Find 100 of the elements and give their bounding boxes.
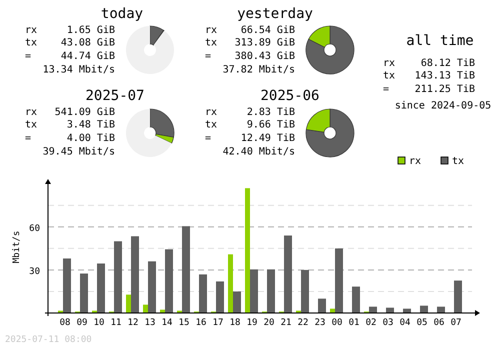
x-tick-label: 07: [450, 318, 462, 328]
text: rx: [205, 25, 218, 36]
text: =: [25, 133, 32, 144]
bar: [318, 298, 326, 313]
bar: [114, 241, 122, 313]
bar: [182, 226, 190, 313]
text: since 2024-09-05: [394, 100, 492, 112]
bar: [143, 304, 148, 313]
text: 2.83 TiB: [246, 107, 295, 118]
bar: [160, 310, 165, 313]
x-tick-label: 05: [416, 318, 428, 328]
chart-title: today: [100, 6, 144, 22]
x-tick-label: 11: [110, 318, 122, 328]
text: 9.66 TiB: [246, 120, 295, 130]
bar: [437, 306, 445, 313]
text: 4.00 TiB: [66, 133, 115, 144]
chart-title: yesterday: [237, 6, 313, 22]
donut-slice: [126, 109, 172, 157]
bar: [131, 236, 139, 313]
bar: [454, 280, 462, 313]
text: all time: [406, 33, 474, 49]
x-tick-label: 12: [128, 318, 138, 328]
bar: [126, 294, 131, 313]
text: 3.48 TiB: [66, 120, 115, 130]
text: 43.08 GiB: [60, 38, 115, 48]
bar: [233, 291, 241, 313]
bar: [284, 236, 292, 313]
text: 313.89 GiB: [234, 38, 295, 48]
bar: [216, 281, 224, 313]
bar: [352, 286, 360, 313]
x-tick-label: 13: [144, 318, 156, 328]
text: 66.54 GiB: [240, 25, 295, 36]
text: 541.09 GiB: [54, 107, 115, 118]
text: =: [25, 51, 32, 62]
x-tick-label: 14: [162, 318, 172, 328]
text: 68.12 TiB: [420, 58, 475, 69]
text: 13.34 Mbit/s: [42, 64, 115, 76]
text: 211.25 TiB: [414, 84, 475, 95]
x-tick-label: 10: [94, 318, 104, 328]
chart-title: 2025-07: [85, 88, 145, 104]
text: tx: [383, 70, 396, 82]
x-tick-label: 17: [212, 318, 224, 328]
text: 143.13 TiB: [414, 70, 475, 82]
bar: [386, 308, 394, 313]
y-axis-title: Mbit/s: [12, 230, 22, 264]
y-tick-label: 30: [29, 266, 40, 277]
text: =: [383, 84, 390, 95]
text: rx: [205, 107, 218, 118]
donut-slice: [306, 108, 354, 158]
donut-slice: [150, 26, 164, 46]
x-tick-label: 04: [400, 318, 410, 328]
legend-label: rx: [409, 156, 422, 167]
text: tx: [205, 120, 218, 130]
text: 1.65 GiB: [66, 25, 115, 36]
x-tick-label: 01: [348, 318, 360, 328]
text: 37.82 Mbit/s: [222, 64, 295, 76]
bar: [148, 261, 156, 313]
x-tick-label: 09: [76, 318, 88, 328]
text: 39.45 Mbit/s: [42, 146, 115, 158]
chart-title: 2025-06: [260, 88, 320, 104]
x-tick-label: 06: [434, 318, 444, 328]
bar: [267, 269, 275, 313]
text: =: [205, 133, 212, 144]
bar: [335, 248, 343, 313]
bar: [369, 306, 377, 313]
bar: [97, 264, 105, 313]
text: tx: [25, 38, 38, 48]
x-tick-label: 20: [264, 318, 274, 328]
text: 12.49 TiB: [240, 133, 295, 144]
text: =: [205, 51, 212, 62]
bar: [420, 306, 428, 313]
x-tick-label: 08: [60, 318, 70, 328]
text: tx: [25, 120, 38, 130]
legend-label: tx: [452, 156, 464, 167]
text: 42.40 Mbit/s: [222, 146, 295, 158]
text: 44.74 GiB: [60, 51, 115, 62]
x-tick-label: 15: [178, 318, 190, 328]
donut-slice: [126, 26, 174, 74]
bar: [228, 254, 233, 313]
bar: [199, 274, 207, 313]
text: 380.43 GiB: [234, 51, 295, 62]
bar: [63, 258, 71, 313]
text: rx: [25, 107, 38, 118]
x-tick-label: 02: [366, 318, 376, 328]
bar: [165, 249, 173, 313]
bar: [80, 274, 88, 313]
x-tick-label: 03: [382, 318, 394, 328]
text: rx: [25, 25, 38, 36]
x-tick-label: 22: [298, 318, 308, 328]
x-tick-label: 23: [314, 318, 326, 328]
bar: [301, 270, 309, 313]
text: rx: [383, 58, 396, 69]
y-tick-label: 60: [29, 224, 40, 234]
bar: [330, 308, 335, 313]
x-tick-label: 21: [280, 318, 292, 328]
bar: [245, 188, 250, 313]
text: tx: [205, 38, 218, 48]
x-tick-label: 19: [246, 318, 258, 328]
x-tick-label: 16: [196, 318, 206, 328]
x-tick-label: 18: [230, 318, 240, 328]
